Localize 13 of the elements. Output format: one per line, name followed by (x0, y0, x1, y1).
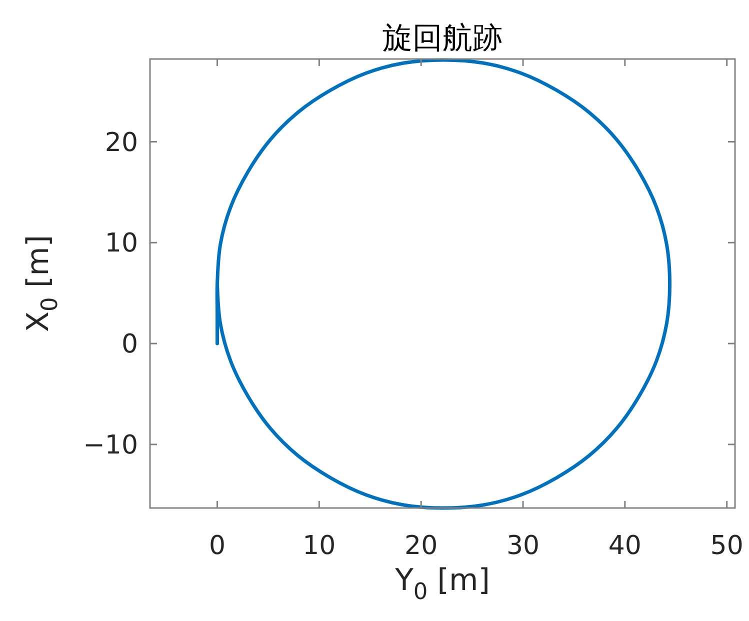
x-tick-label: 40 (608, 531, 642, 561)
y-tick-label: 10 (104, 228, 138, 259)
x-axis-title: Y$_{0}$ [m] (394, 563, 490, 606)
line-series (215, 58, 672, 510)
y-tick-label: 20 (104, 128, 138, 158)
x-tick-label: 20 (404, 531, 438, 561)
x-tick-label: 30 (506, 531, 540, 561)
chart-title: 旋回航跡 (382, 21, 502, 56)
x-tick-label: 0 (208, 531, 226, 561)
x-tick-label: 10 (302, 531, 336, 561)
x-tick-label: 50 (710, 531, 744, 561)
y-tick-label: −10 (83, 430, 138, 461)
y-tick-label: 0 (121, 330, 138, 360)
